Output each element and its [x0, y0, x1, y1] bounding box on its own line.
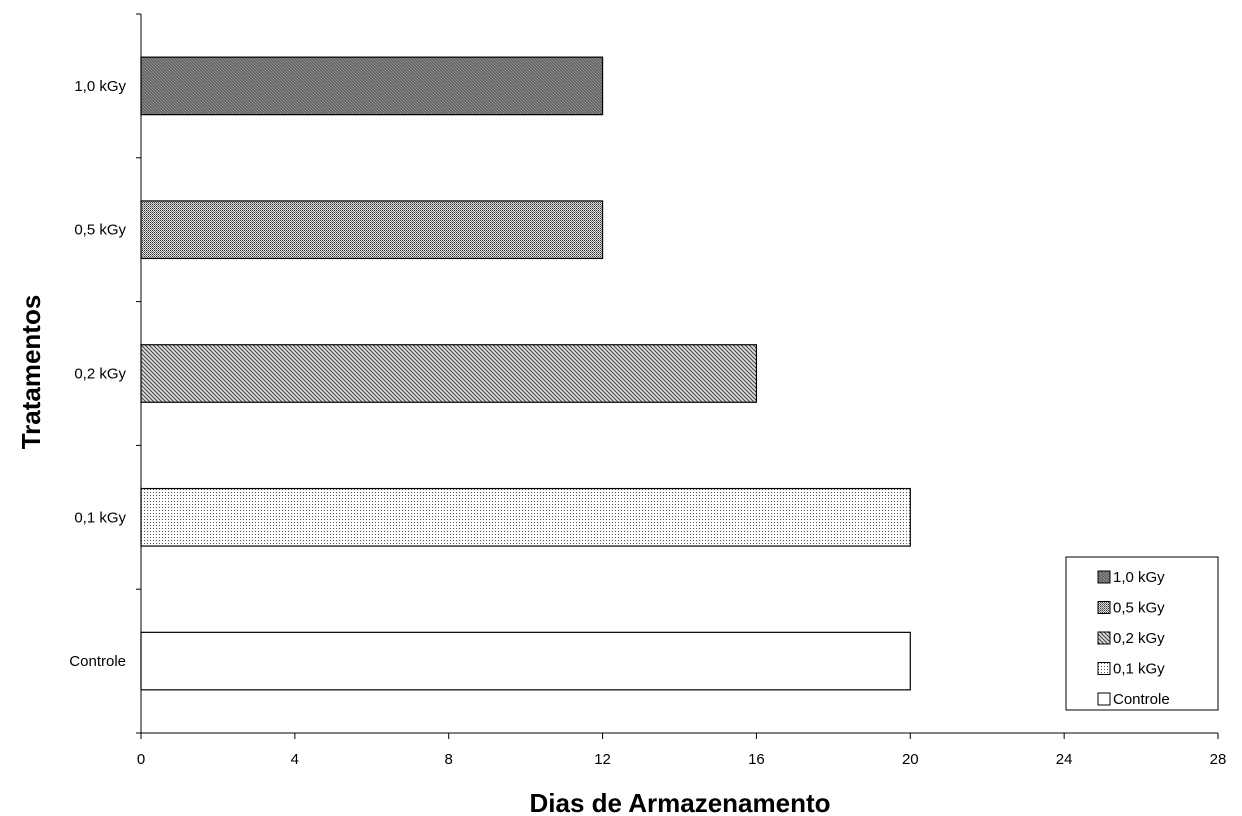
bar-4 [140, 56, 604, 116]
bar-2 [140, 344, 758, 403]
x-tick-label: 4 [291, 751, 299, 768]
x-tick-label: 20 [902, 751, 919, 768]
x-axis-title: Dias de Armazenamento [529, 788, 830, 816]
x-tick-label: 0 [137, 751, 145, 768]
y-axis-tick-labels: Controle 0,1 kGy 0,2 kGy 0,5 kGy 1,0 kGy [69, 78, 126, 670]
legend-swatch [1097, 601, 1111, 614]
bar-1 [140, 487, 911, 547]
x-axis-tick-labels: 0 4 8 12 16 20 24 28 [137, 751, 1227, 768]
x-tick-label: 28 [1210, 751, 1227, 768]
legend-swatch [1097, 631, 1111, 645]
y-tick-label: 0,1 kGy [74, 509, 126, 526]
y-axis-ticks [136, 13, 141, 734]
y-axis-title: Tratamentos [16, 295, 46, 450]
legend-box [1065, 556, 1219, 711]
legend-swatch [1097, 692, 1111, 706]
bars [140, 56, 911, 691]
y-tick-label: Controle [69, 653, 126, 670]
legend-swatch [1097, 570, 1111, 584]
bar-0 [140, 631, 911, 691]
x-tick-label: 8 [445, 751, 453, 768]
x-axis-ticks [140, 733, 1219, 739]
y-tick-label: 0,2 kGy [74, 366, 126, 383]
x-tick-label: 16 [748, 751, 765, 768]
x-tick-label: 12 [594, 751, 611, 768]
bar-3 [140, 200, 604, 260]
legend-label: 0,2 kGy [1113, 630, 1165, 647]
legend: 1,0 kGy 0,5 kGy 0,2 kGy 0,1 kGy Controle [1065, 556, 1219, 711]
y-tick-label: 1,0 kGy [74, 78, 126, 95]
legend-label: 1,0 kGy [1113, 569, 1165, 586]
legend-swatch [1097, 662, 1111, 675]
legend-label: 0,1 kGy [1113, 661, 1165, 678]
x-tick-label: 24 [1056, 751, 1073, 768]
y-tick-label: 0,5 kGy [74, 222, 126, 239]
legend-label: 0,5 kGy [1113, 600, 1165, 617]
legend-label: Controle [1113, 691, 1170, 708]
